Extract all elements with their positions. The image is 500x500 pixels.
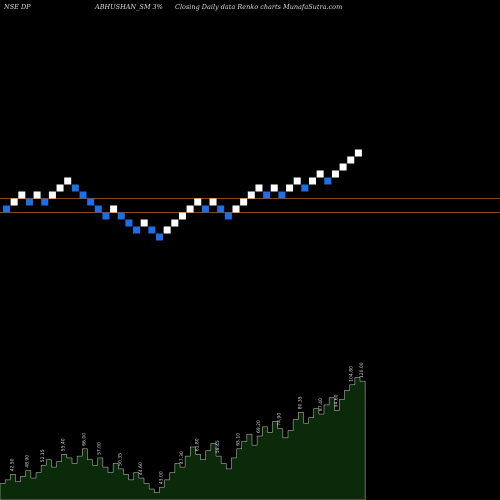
volume-value-label: 48.90 xyxy=(25,455,31,468)
renko-brick-up xyxy=(33,191,41,199)
renko-brick-up xyxy=(240,198,248,206)
chart-description-label: Closing Daily data Renko charts MunafaSu… xyxy=(175,3,343,11)
renko-brick-down xyxy=(278,191,286,199)
renko-brick-up xyxy=(309,177,316,185)
volume-value-label: 69.20 xyxy=(256,420,262,433)
volume-value-label: 44.60 xyxy=(138,462,144,475)
renko-brick-down xyxy=(301,184,309,192)
renko-brick-down xyxy=(79,191,87,199)
renko-brick-up xyxy=(163,226,171,234)
volume-value-label: 61.80 xyxy=(194,438,200,451)
volume-value-label: 43.00 xyxy=(158,471,164,484)
volume-value-label: 47.30 xyxy=(179,451,185,464)
volume-value-label: 50.35 xyxy=(117,453,123,466)
renko-brick-up xyxy=(354,149,362,157)
renko-brick-down xyxy=(25,198,33,206)
volume-value-label: 57.00 xyxy=(97,442,103,455)
volume-value-label: 104.80 xyxy=(349,366,355,382)
volume-value-label: 52.15 xyxy=(40,449,46,462)
volume-labels: 42.50 48.90 52.15 55.40 66.00 57.00 50.35 44.60… xyxy=(9,362,365,484)
renko-brick-up xyxy=(247,191,255,199)
reference-lines xyxy=(0,198,500,213)
renko-brick-down xyxy=(41,198,49,206)
volume-value-label: 58.45 xyxy=(215,440,221,453)
volume-value-label: 66.00 xyxy=(81,433,87,446)
renko-brick-down xyxy=(102,212,110,220)
renko-brick-up xyxy=(316,170,324,178)
renko-brick-up xyxy=(339,163,347,171)
renko-brick-up xyxy=(10,198,18,206)
volume-value-label: 55.40 xyxy=(61,438,67,451)
volume-area-path xyxy=(0,377,366,500)
renko-brick-up xyxy=(171,219,179,227)
renko-brick-down xyxy=(117,212,125,220)
renko-brick-up xyxy=(186,205,194,213)
renko-brick-down xyxy=(125,219,133,227)
renko-brick-up xyxy=(110,205,118,213)
series-name-label: ABHUSHAN_SM 3% xyxy=(95,3,163,11)
volume-value-label: 74.90 xyxy=(277,413,283,426)
renko-brick-up xyxy=(140,219,148,227)
volume-value-label: 80.35 xyxy=(297,396,303,409)
renko-brick-up xyxy=(255,184,263,192)
renko-brick-up xyxy=(48,191,56,199)
renko-bricks xyxy=(3,149,362,241)
renko-brick-up xyxy=(270,184,278,192)
volume-value-label: 120.00 xyxy=(359,362,365,378)
renko-brick-up xyxy=(293,177,301,185)
volume-value-label: 65.10 xyxy=(236,433,242,446)
renko-brick-down xyxy=(156,233,163,241)
renko-brick-down xyxy=(324,177,332,185)
volume-value-label: 94.60 xyxy=(333,394,339,407)
renko-brick-down xyxy=(133,226,141,234)
volume-area xyxy=(0,377,366,500)
renko-brick-up xyxy=(209,198,217,206)
renko-brick-up xyxy=(331,170,339,178)
volume-value-label: 87.40 xyxy=(318,398,324,411)
renko-brick-up xyxy=(64,177,72,185)
renko-brick-down xyxy=(71,184,79,192)
renko-brick-down xyxy=(87,198,95,206)
renko-brick-down xyxy=(201,205,209,213)
volume-value-label: 42.50 xyxy=(9,458,15,471)
renko-brick-up xyxy=(56,184,64,192)
renko-brick-down xyxy=(224,212,232,220)
exchange-symbol-label: NSE DP xyxy=(4,3,31,11)
renko-brick-up xyxy=(18,191,26,199)
renko-brick-down xyxy=(263,191,271,199)
renko-brick-up xyxy=(178,212,186,220)
renko-brick-down xyxy=(217,205,225,213)
renko-brick-down xyxy=(3,205,10,213)
renko-brick-down xyxy=(94,205,102,213)
renko-brick-up xyxy=(194,198,202,206)
renko-brick-up xyxy=(286,184,294,192)
renko-brick-up xyxy=(347,156,355,164)
renko-brick-up xyxy=(232,205,240,213)
renko-brick-down xyxy=(148,226,156,234)
